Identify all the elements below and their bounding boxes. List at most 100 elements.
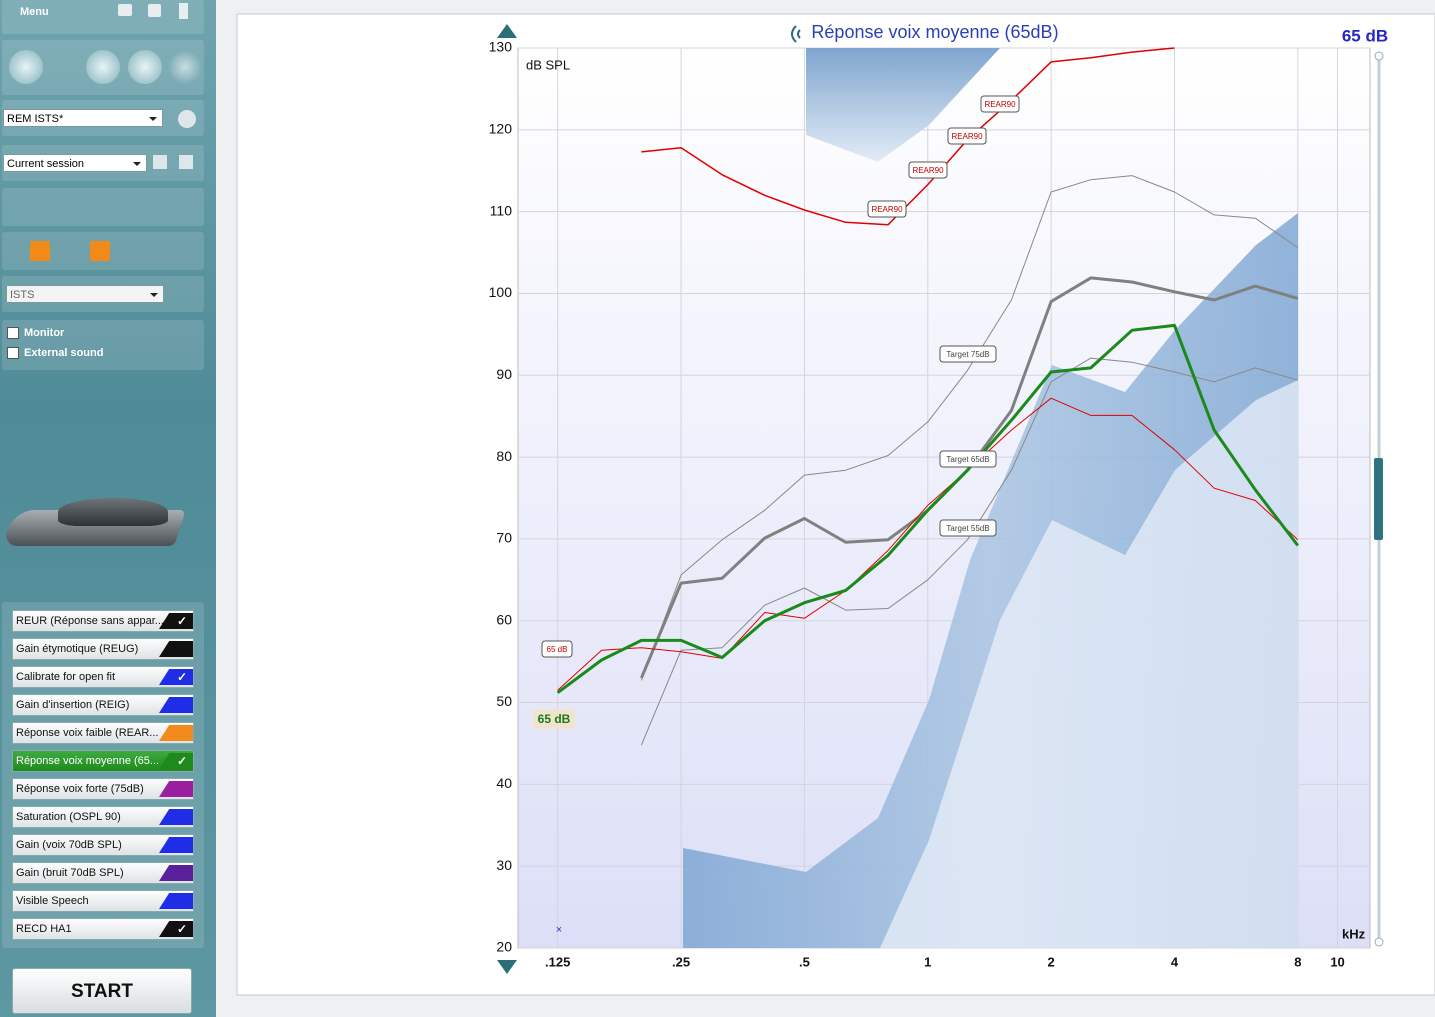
print-icon[interactable] [118,4,132,16]
item-label: Réponse voix forte (75dB) [16,783,144,795]
y-tick-label: 70 [496,530,512,546]
measurement-item[interactable]: RECD HA1 ✓ [12,918,194,940]
x-tick-label: 2 [1048,954,1055,969]
display-button[interactable] [128,50,162,84]
item-color [159,613,193,629]
measurement-item[interactable]: Gain étymotique (REUG) [12,638,194,660]
checkbox[interactable] [7,327,19,339]
y-tick-label: 130 [489,39,513,55]
annotation-box [947,127,987,145]
measurement-list: REUR (Réponse sans appar... ✓ Gain étymoti… [2,602,204,948]
slider-end [1374,937,1384,947]
measurement-item[interactable]: Gain d'insertion (REIG) [12,694,194,716]
annotation: 65 dB [547,645,568,654]
session-icon[interactable] [179,155,193,169]
level-slider-thumb[interactable] [1374,458,1383,540]
y-tick-label: 60 [496,611,512,627]
settings-icon[interactable] [178,110,196,128]
speech-area-top [806,48,1000,162]
item-color [159,669,193,685]
x-tick-label: .125 [545,954,570,969]
item-label: Réponse voix moyenne (65... [16,755,160,767]
flash-button[interactable] [168,50,202,84]
item-check: ✓ [176,670,187,684]
measurement-item[interactable]: Réponse voix moyenne (65... ✓ [12,750,194,772]
annotation: REAR90 [871,205,903,214]
view-panel [2,232,204,270]
scroll-down[interactable] [497,960,517,974]
y-tick-label: 80 [496,448,512,464]
y-tick-label: 20 [496,939,512,955]
annotation-box [980,95,1020,113]
marker: × [556,924,562,936]
item-label: Gain d'insertion (REIG) [16,699,130,711]
session-icon[interactable] [153,155,167,169]
item-color [159,921,193,937]
protocol-select[interactable]: REM ISTS* [3,109,163,127]
view-button[interactable] [30,241,50,261]
start-button[interactable]: START [12,968,192,1014]
y-tick-label: 110 [490,202,513,218]
exit-icon[interactable] [179,3,188,19]
item-color [159,697,193,713]
item-color [159,725,193,741]
scroll-up[interactable] [497,24,517,38]
annotation-box [939,345,997,363]
x-axis-label: kHz [1342,926,1366,941]
item-check: ✓ [176,614,187,628]
y-tick-label: 50 [496,693,512,709]
session-panel: Current session [2,145,204,181]
series-line [557,397,1299,691]
series-line [641,47,1175,226]
measurement-item[interactable]: Gain (bruit 70dB SPL) [12,862,194,884]
y-tick-label: 100 [489,284,513,300]
item-color [159,893,193,909]
item-label: Gain (voix 70dB SPL) [16,839,122,851]
measurement-item[interactable]: Saturation (OSPL 90) [12,806,194,828]
measurement-item[interactable]: REUR (Réponse sans appar... ✓ [12,610,194,632]
x-tick-label: 4 [1171,954,1179,969]
ear-button[interactable] [9,50,43,84]
speech-area-inner [880,380,1298,948]
checkbox[interactable] [7,347,19,359]
tools-panel [2,188,204,226]
x-tick-label: 8 [1294,954,1301,969]
item-label: Gain (bruit 70dB SPL) [16,867,124,879]
annotation: Target 65dB [946,455,989,464]
y-tick-label: 90 [496,366,512,382]
annotation-box [908,161,948,179]
x-tick-label: .25 [672,954,690,969]
item-label: Calibrate for open fit [16,671,116,683]
chart-title: Réponse voix moyenne (65dB) [811,22,1058,42]
device-image [2,492,186,552]
options-panel: Monitor External sound [2,320,204,370]
wave-button[interactable] [86,50,120,84]
annotation-box [541,640,573,658]
item-label: Gain étymotique (REUG) [16,643,139,655]
y-tick-label: 40 [496,775,512,791]
measurement-item[interactable]: Visible Speech [12,890,194,912]
annotation-box [939,450,997,468]
session-select[interactable]: Current session [3,154,147,172]
view-button[interactable] [90,241,110,261]
item-color [159,781,193,797]
item-color [159,865,193,881]
item-label: Réponse voix faible (REAR... [16,727,159,739]
item-label: Visible Speech [16,895,89,907]
level-label: 65 dB [1342,26,1388,45]
x-tick-label: 1 [924,954,931,969]
measurement-item[interactable]: Calibrate for open fit ✓ [12,666,194,688]
measurement-item[interactable]: Réponse voix forte (75dB) [12,778,194,800]
annotation: Target 75dB [946,350,989,359]
measurement-item[interactable]: Réponse voix faible (REAR... [12,722,194,744]
menu[interactable]: Menu [20,6,49,18]
checkbox-label: Monitor [24,327,65,339]
annotation: Target 55dB [946,524,989,533]
protocol-panel: REM ISTS* [2,100,204,136]
item-label: REUR (Réponse sans appar... [16,615,164,627]
measurement-item[interactable]: Gain (voix 70dB SPL) [12,834,194,856]
signal-select[interactable]: ISTS [6,285,164,303]
save-icon[interactable] [148,4,161,17]
